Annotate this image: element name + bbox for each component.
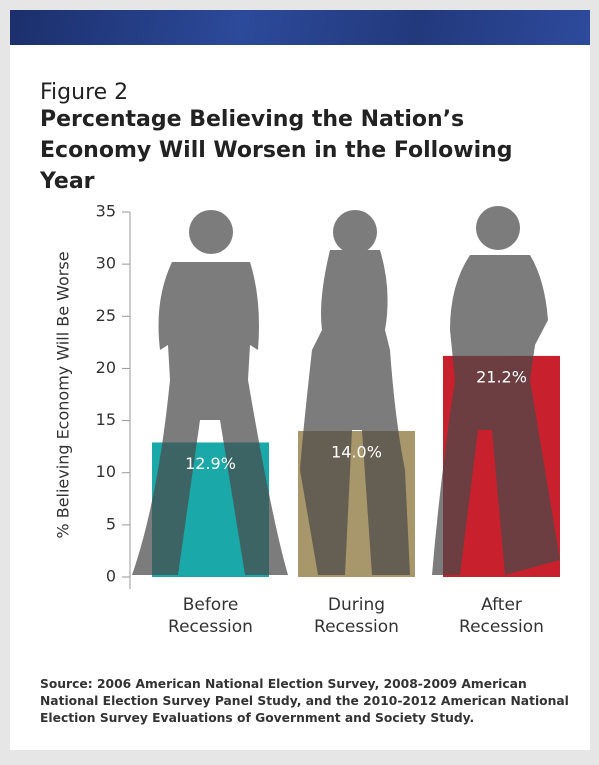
y-tick-label: 15 xyxy=(96,410,116,429)
value-label: 21.2% xyxy=(476,367,527,386)
y-tick-label: 5 xyxy=(106,514,116,533)
figure-label: Figure 2 xyxy=(40,80,129,105)
y-tick-label: 0 xyxy=(106,567,116,586)
x-tick-label: During Recession xyxy=(314,595,399,637)
banner xyxy=(10,10,590,45)
y-axis-label: % Believing Economy Will Be Worse xyxy=(54,251,73,538)
silhouettes xyxy=(132,206,560,575)
y-tick-label: 20 xyxy=(96,358,116,377)
y-tick-label: 25 xyxy=(96,306,116,325)
value-label: 12.9% xyxy=(185,454,236,473)
chart-title: Percentage Believing the Nation’s Econom… xyxy=(40,107,513,194)
value-label: 14.0% xyxy=(331,443,382,462)
y-tick-label: 10 xyxy=(96,462,116,481)
x-tick-label: After Recession xyxy=(459,595,544,637)
x-tick-label: Before Recession xyxy=(168,595,253,637)
y-tick-label: 35 xyxy=(96,202,116,221)
y-tick-label: 30 xyxy=(96,254,116,273)
source-note: Source: 2006 American National Election … xyxy=(40,677,569,725)
